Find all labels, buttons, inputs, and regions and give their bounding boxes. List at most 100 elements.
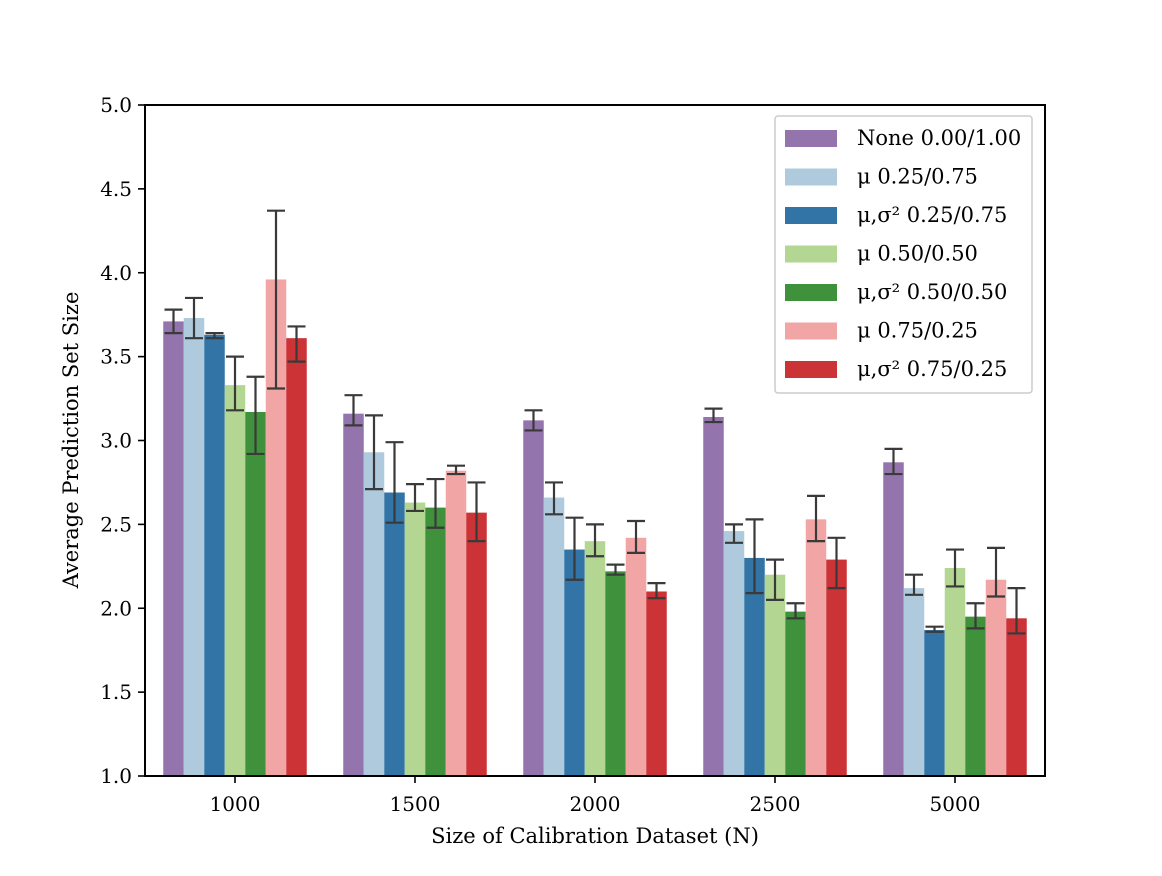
legend-swatch — [785, 130, 837, 147]
error-bar — [385, 441, 404, 524]
x-tick-label: 5000 — [930, 792, 981, 816]
bar — [425, 507, 446, 776]
bar — [764, 574, 786, 776]
error-bar — [344, 394, 363, 427]
bar — [466, 512, 487, 776]
error-bar — [267, 209, 285, 390]
legend-label: None 0.00/1.00 — [857, 126, 1021, 150]
bar — [703, 417, 724, 776]
y-tick-label: 2.5 — [100, 512, 132, 536]
bar — [883, 462, 904, 776]
bar — [584, 541, 606, 776]
error-bar — [946, 548, 964, 588]
bar — [286, 338, 307, 776]
bar — [224, 385, 246, 776]
legend-label: μ,σ² 0.75/0.25 — [857, 357, 1007, 381]
error-bar — [827, 536, 846, 590]
error-bar — [704, 407, 723, 424]
error-bar — [205, 332, 224, 340]
error-bar — [647, 581, 666, 600]
bar — [965, 616, 986, 776]
bar — [564, 549, 585, 776]
error-bar — [766, 558, 784, 601]
bar — [625, 537, 647, 776]
bar — [204, 334, 225, 776]
legend-swatch — [785, 322, 837, 340]
bar — [646, 591, 667, 776]
legend-item: None 0.00/1.00 — [785, 126, 1021, 150]
legend-swatch — [785, 168, 837, 186]
y-tick-label: 4.5 — [100, 177, 132, 201]
bar — [985, 579, 1007, 776]
error-bar — [467, 481, 486, 543]
legend-label: μ 0.75/0.25 — [857, 319, 978, 343]
legend: None 0.00/1.00 μ 0.25/0.75 μ,σ² 0.25/0.75 μ… — [774, 115, 1033, 394]
error-bar — [1007, 587, 1026, 635]
error-bar — [246, 375, 265, 456]
error-bar — [925, 625, 944, 633]
bar — [826, 559, 847, 776]
x-tick-label: 1500 — [390, 792, 441, 816]
bar — [1006, 618, 1027, 776]
error-bar — [426, 477, 445, 529]
bar — [445, 470, 467, 776]
bar — [163, 321, 184, 776]
legend-label: μ 0.50/0.50 — [857, 242, 978, 266]
error-bar — [786, 602, 805, 620]
error-bar — [807, 494, 825, 543]
legend-frame — [774, 115, 1033, 394]
error-bar — [586, 523, 604, 558]
bars-layer — [163, 279, 1027, 776]
bar — [785, 611, 806, 776]
x-tick-label: 1000 — [210, 792, 261, 816]
bar — [523, 420, 544, 776]
error-bar — [406, 483, 424, 513]
error-bar — [365, 414, 383, 491]
error-bar — [287, 325, 306, 363]
legend-swatch — [785, 207, 837, 224]
x-tick-label: 2000 — [570, 792, 621, 816]
error-bar — [606, 563, 625, 576]
bar — [343, 413, 364, 776]
x-axis-ticks: 1000 1500 2000 2500 5000 — [210, 776, 981, 816]
legend-label: μ,σ² 0.25/0.75 — [857, 203, 1007, 227]
y-tick-label: 1.0 — [100, 764, 132, 788]
y-tick-label: 4.0 — [100, 261, 132, 285]
y-tick-label: 2.0 — [100, 596, 132, 620]
legend-item: μ,σ² 0.25/0.75 — [785, 203, 1007, 227]
legend-swatch — [785, 361, 837, 378]
legend-swatch — [785, 245, 837, 263]
legend-item: μ 0.75/0.25 — [785, 319, 978, 343]
legend-swatch — [785, 284, 837, 301]
y-axis-ticks: 1.0 1.5 2.0 2.5 3.0 3.5 4.0 4.5 5.0 — [100, 93, 145, 788]
bar — [183, 318, 205, 776]
legend-label: μ,σ² 0.50/0.50 — [857, 280, 1007, 304]
bar — [903, 588, 925, 776]
y-tick-label: 3.0 — [100, 429, 132, 453]
legend-item: μ 0.50/0.50 — [785, 242, 978, 266]
error-bar — [545, 481, 563, 516]
error-bar — [524, 409, 543, 432]
error-bar — [745, 518, 764, 595]
legend-item: μ,σ² 0.75/0.25 — [785, 357, 1007, 381]
bar — [723, 531, 745, 776]
error-bar — [164, 308, 183, 335]
error-bar — [725, 523, 743, 544]
bar — [744, 557, 765, 776]
bar — [944, 567, 966, 776]
error-bar — [185, 296, 203, 340]
bar — [924, 630, 945, 776]
bar — [805, 519, 827, 776]
bar — [605, 571, 626, 776]
error-bars-layer — [164, 209, 1026, 635]
bar — [404, 502, 426, 776]
y-tick-label: 5.0 — [100, 93, 132, 117]
error-bar — [884, 447, 903, 476]
error-bar — [447, 464, 465, 476]
legend-label: μ 0.25/0.75 — [857, 165, 978, 189]
error-bar — [565, 516, 584, 581]
error-bar — [987, 546, 1005, 598]
legend-item: μ 0.25/0.75 — [785, 165, 978, 189]
bar — [265, 279, 287, 776]
